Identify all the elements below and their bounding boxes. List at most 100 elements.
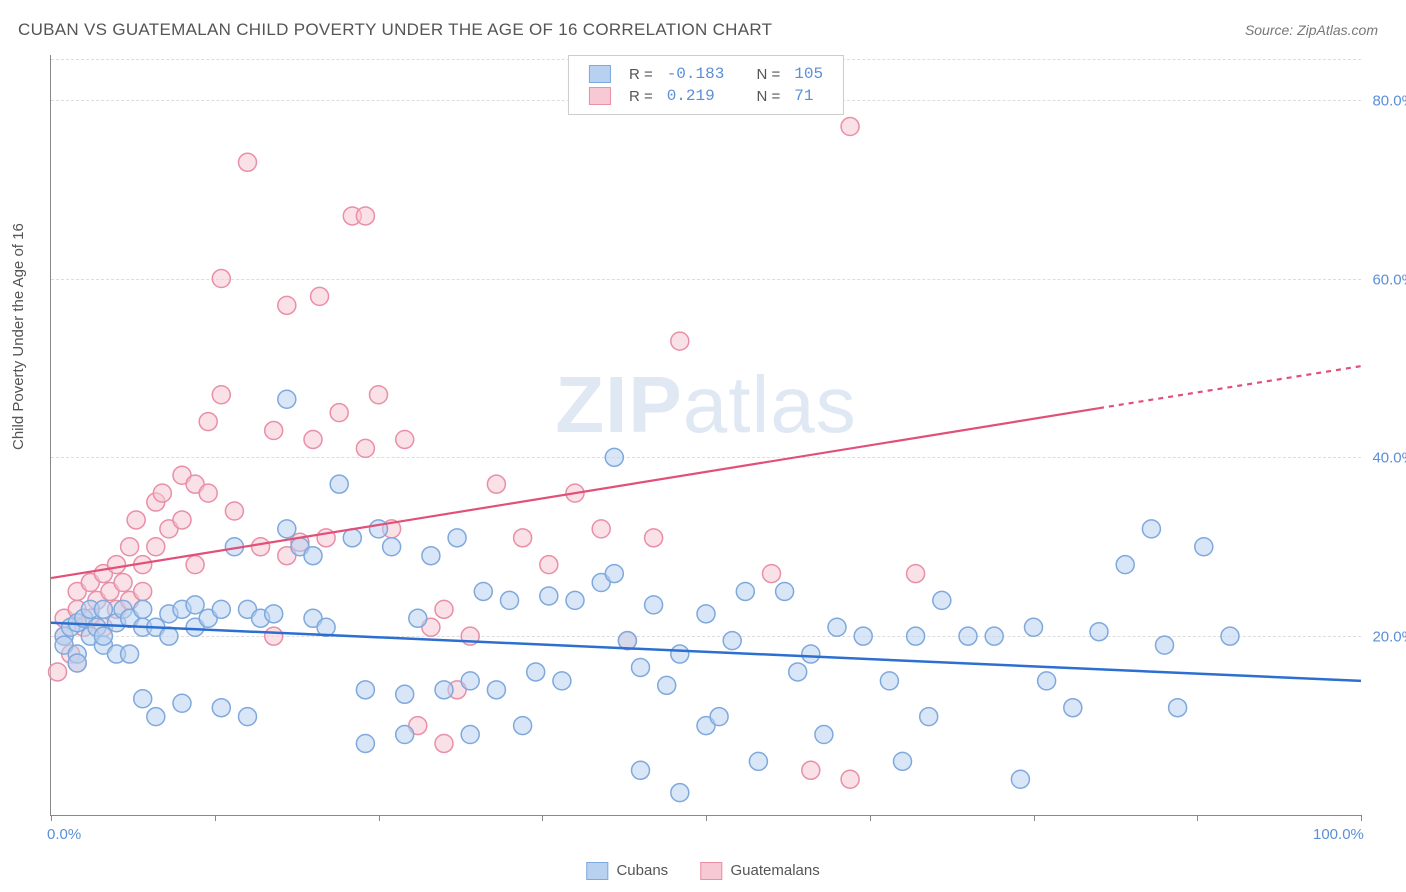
series-legend: Cubans Guatemalans (572, 862, 833, 880)
scatter-point-cubans (959, 627, 977, 645)
scatter-point-guatemalans (153, 484, 171, 502)
scatter-point-guatemalans (356, 207, 374, 225)
scatter-point-cubans (1038, 672, 1056, 690)
scatter-point-cubans (383, 538, 401, 556)
source-name: ZipAtlas.com (1297, 22, 1378, 38)
scatter-point-guatemalans (763, 565, 781, 583)
plot-area: ZIPatlas 20.0%40.0%60.0%80.0% R = -0.183… (50, 55, 1361, 816)
source-prefix: Source: (1245, 22, 1297, 38)
scatter-point-cubans (422, 547, 440, 565)
scatter-point-cubans (396, 726, 414, 744)
scatter-point-cubans (356, 681, 374, 699)
scatter-point-guatemalans (239, 153, 257, 171)
swatch-guatemalans (700, 862, 722, 880)
x-tick (706, 815, 707, 821)
y-axis-label: Child Poverty Under the Age of 16 (10, 223, 27, 450)
x-tick (542, 815, 543, 821)
scatter-point-guatemalans (134, 582, 152, 600)
scatter-point-cubans (134, 600, 152, 618)
scatter-point-guatemalans (841, 770, 859, 788)
swatch-cubans (586, 862, 608, 880)
legend-label-cubans: Cubans (616, 862, 668, 879)
scatter-point-cubans (409, 609, 427, 627)
scatter-point-guatemalans (173, 511, 191, 529)
scatter-point-cubans (854, 627, 872, 645)
scatter-point-guatemalans (396, 430, 414, 448)
scatter-point-cubans (605, 565, 623, 583)
scatter-point-cubans (501, 591, 519, 609)
correlation-row-guatemalans: R = 0.219 N = 71 (583, 86, 829, 106)
n-value-guatemalans: 71 (788, 86, 829, 106)
swatch-cubans (589, 65, 611, 83)
scatter-point-cubans (880, 672, 898, 690)
scatter-point-cubans (802, 645, 820, 663)
scatter-point-guatemalans (435, 734, 453, 752)
scatter-point-cubans (121, 645, 139, 663)
scatter-point-cubans (671, 784, 689, 802)
scatter-point-cubans (147, 708, 165, 726)
r-label: R = (623, 64, 659, 84)
scatter-point-cubans (94, 627, 112, 645)
scatter-point-cubans (920, 708, 938, 726)
scatter-point-cubans (1195, 538, 1213, 556)
x-tick-label: 100.0% (1313, 826, 1364, 843)
scatter-point-cubans (815, 726, 833, 744)
scatter-point-cubans (1116, 556, 1134, 574)
scatter-point-cubans (985, 627, 1003, 645)
n-value-cubans: 105 (788, 64, 829, 84)
scatter-point-guatemalans (114, 574, 132, 592)
scatter-point-cubans (1025, 618, 1043, 636)
x-tick (51, 815, 52, 821)
scatter-svg (51, 55, 1361, 815)
scatter-point-cubans (553, 672, 571, 690)
scatter-point-guatemalans (645, 529, 663, 547)
scatter-point-cubans (566, 591, 584, 609)
scatter-point-cubans (343, 529, 361, 547)
scatter-point-guatemalans (802, 761, 820, 779)
scatter-point-cubans (1064, 699, 1082, 717)
legend-item-cubans: Cubans (586, 862, 672, 879)
scatter-point-cubans (330, 475, 348, 493)
scatter-point-guatemalans (304, 430, 322, 448)
scatter-point-cubans (474, 582, 492, 600)
scatter-point-cubans (1011, 770, 1029, 788)
scatter-point-guatemalans (225, 502, 243, 520)
scatter-point-cubans (671, 645, 689, 663)
scatter-point-cubans (632, 761, 650, 779)
x-tick-label: 0.0% (47, 826, 81, 843)
scatter-point-cubans (658, 676, 676, 694)
scatter-point-cubans (527, 663, 545, 681)
x-tick (215, 815, 216, 821)
scatter-point-guatemalans (278, 296, 296, 314)
scatter-point-cubans (540, 587, 558, 605)
n-label: N = (750, 86, 786, 106)
scatter-point-guatemalans (311, 287, 329, 305)
scatter-point-cubans (356, 734, 374, 752)
legend-label-guatemalans: Guatemalans (731, 862, 820, 879)
x-tick (870, 815, 871, 821)
scatter-point-cubans (789, 663, 807, 681)
scatter-point-cubans (605, 448, 623, 466)
scatter-point-guatemalans (592, 520, 610, 538)
scatter-point-cubans (186, 596, 204, 614)
x-tick (379, 815, 380, 821)
x-tick (1361, 815, 1362, 821)
scatter-point-cubans (710, 708, 728, 726)
scatter-point-guatemalans (252, 538, 270, 556)
y-tick-label: 80.0% (1372, 92, 1406, 109)
correlation-legend: R = -0.183 N = 105 R = 0.219 N = 71 (568, 55, 844, 115)
source-attribution: Source: ZipAtlas.com (1245, 22, 1378, 38)
r-label: R = (623, 86, 659, 106)
scatter-point-cubans (448, 529, 466, 547)
scatter-point-cubans (239, 708, 257, 726)
x-tick (1034, 815, 1035, 821)
scatter-point-cubans (396, 685, 414, 703)
scatter-point-cubans (278, 520, 296, 538)
scatter-point-cubans (1221, 627, 1239, 645)
scatter-point-guatemalans (121, 538, 139, 556)
scatter-point-cubans (749, 752, 767, 770)
r-value-guatemalans: 0.219 (661, 86, 731, 106)
scatter-point-cubans (697, 605, 715, 623)
y-tick-label: 60.0% (1372, 271, 1406, 288)
trendline-guatemalans-extrapolated (1099, 366, 1361, 408)
